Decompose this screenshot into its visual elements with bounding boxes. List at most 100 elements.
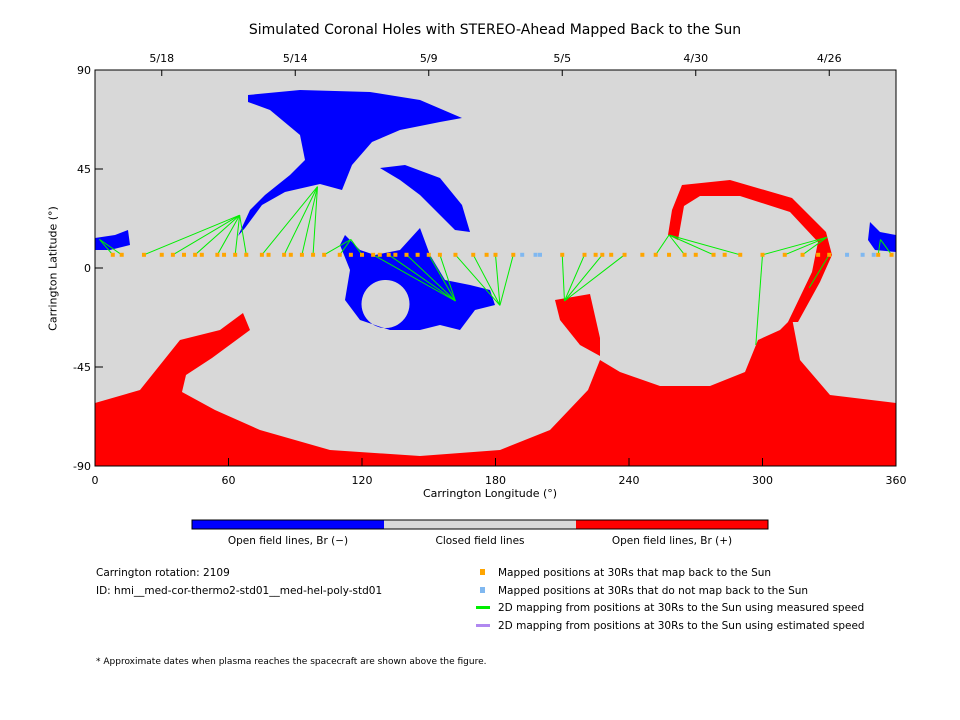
mapping-lines <box>99 186 892 346</box>
mapped-point <box>348 252 353 257</box>
mapping-line <box>561 254 565 302</box>
mapped-point <box>193 252 198 257</box>
colorbar-positive <box>576 520 768 529</box>
mapped-point <box>159 252 164 257</box>
mapping-line <box>802 236 828 256</box>
mapping-line <box>472 254 501 306</box>
mapping-line <box>99 238 122 256</box>
mapping-line <box>439 254 456 302</box>
colorbar-label-positive: Open field lines, Br (+) <box>611 535 733 547</box>
mapping-line <box>762 236 828 256</box>
mapped-point <box>141 252 146 257</box>
mapped-point <box>404 252 409 257</box>
mapping-line <box>428 254 456 302</box>
mapped-point <box>760 252 765 257</box>
footnote: * Approximate dates when plasma reaches … <box>96 657 487 667</box>
colorbar-label-negative: Open field lines, Br (−) <box>227 535 349 547</box>
mapped-point <box>640 252 645 257</box>
legend-blue-square-icon <box>480 587 485 593</box>
mapping-line <box>499 254 514 306</box>
mapped-point <box>282 252 287 257</box>
mapping-line <box>372 254 456 302</box>
mapping-line <box>216 214 241 256</box>
mapping-line <box>239 215 247 255</box>
mapped-point <box>299 252 304 257</box>
mapping-line <box>564 254 585 302</box>
mapped-point <box>816 252 821 257</box>
y-tick-label: 90 <box>77 64 91 77</box>
mapping-line <box>406 254 456 302</box>
mapped-point <box>827 252 832 257</box>
mapped-point <box>182 252 186 257</box>
mapping-line <box>668 234 714 256</box>
mapping-line <box>172 214 240 256</box>
legend-purple-line-icon <box>476 624 490 627</box>
mapped-point <box>453 252 458 257</box>
mapping-line <box>388 254 456 302</box>
mapping-line <box>877 239 881 255</box>
colorbar-negative <box>192 520 384 529</box>
mapped-point <box>711 252 716 257</box>
mapped-point <box>876 252 881 257</box>
mapped-point <box>582 252 587 257</box>
mapped-point <box>653 252 658 257</box>
mapping-line <box>808 254 830 289</box>
mapped-point <box>782 252 787 257</box>
mapped-point <box>233 252 238 257</box>
mapping-line <box>283 186 318 256</box>
x-tick-label: 180 <box>485 474 506 487</box>
top-date-label: 4/26 <box>817 52 842 65</box>
mapped-point <box>415 252 420 257</box>
mapped-point <box>377 252 382 257</box>
model-id: ID: hmi__med-cor-thermo2-std01__med-hel-… <box>96 585 383 597</box>
positive-coronal-holes <box>95 180 896 466</box>
mapped-point <box>199 252 204 257</box>
mapped-point <box>110 252 115 257</box>
top-date-label: 5/18 <box>149 52 174 65</box>
y-tick-label: 45 <box>77 163 91 176</box>
mapped-point <box>471 252 476 257</box>
mapping-line <box>668 234 741 256</box>
mapping-line <box>755 254 763 346</box>
mapped-point <box>259 252 264 257</box>
mapped-point <box>437 252 442 257</box>
legend-orange-square-icon <box>480 569 485 575</box>
mapped-point <box>222 252 227 257</box>
y-tick-label: -90 <box>73 460 91 473</box>
top-date-label: 5/14 <box>283 52 308 65</box>
mapping-line <box>323 238 352 256</box>
mapped-point <box>484 252 489 257</box>
axes: 0 60 120 180 240 300 360 90 45 0 -45 -90 5/18 5/14 5/9… <box>73 52 906 487</box>
mapped-point <box>560 252 565 257</box>
mapped-point <box>426 252 431 257</box>
unmapped-point <box>860 252 865 257</box>
mapped-point <box>371 252 376 257</box>
y-axis-label: Carrington Latitude (°) <box>46 206 60 331</box>
colorbar-label-closed: Closed field lines <box>435 535 525 547</box>
y-tick-label: -45 <box>73 361 91 374</box>
mapping-line <box>339 239 352 256</box>
mapping-line <box>784 236 828 256</box>
mapping-line <box>261 186 318 256</box>
unmapped-point <box>533 252 538 257</box>
mapped-point <box>311 252 316 257</box>
mapped-point <box>266 252 271 257</box>
chart-title: Simulated Coronal Holes with STEREO-Ahea… <box>248 22 742 38</box>
mapping-line <box>312 186 318 255</box>
legend-label-estimated: 2D mapping from positions at 30Rs to the… <box>498 620 865 632</box>
carrington-rotation: Carrington rotation: 2109 <box>96 567 230 579</box>
mapped-point <box>722 252 727 257</box>
mapped-point <box>609 252 614 257</box>
mapping-line <box>668 234 686 256</box>
top-date-label: 5/9 <box>420 52 438 65</box>
mapped-point <box>738 252 743 257</box>
mapping-line <box>455 254 501 306</box>
mapped-point <box>889 252 894 257</box>
mapped-point <box>288 252 293 257</box>
unmapped-point <box>845 252 850 257</box>
mapped-point <box>360 252 364 257</box>
x-tick-label: 240 <box>619 474 640 487</box>
mapped-point <box>622 252 627 257</box>
mapped-point <box>170 252 175 257</box>
